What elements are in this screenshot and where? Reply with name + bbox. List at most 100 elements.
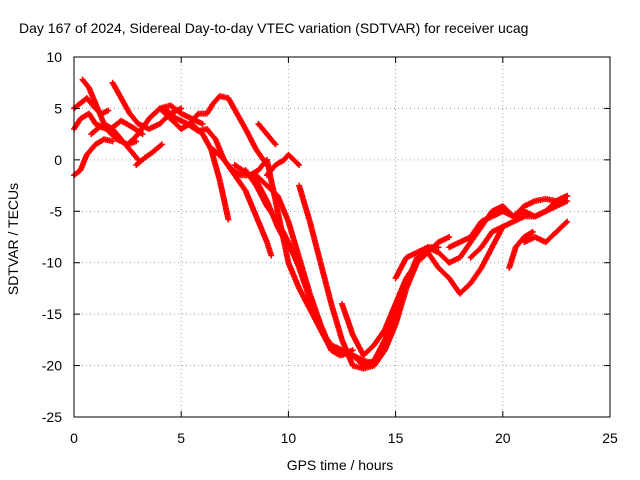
data-track-markers [265, 132, 278, 147]
data-track-markers [168, 103, 183, 116]
data-point [268, 252, 275, 259]
data-track-markers [543, 230, 559, 244]
x-tick-label: 20 [495, 430, 511, 446]
data-track-markers [339, 302, 356, 337]
data-track-markers [296, 184, 313, 223]
data-series-track [506, 228, 536, 271]
data-track-markers [362, 358, 376, 368]
data-track-markers [93, 101, 107, 126]
data-track-markers [265, 183, 280, 198]
data-track-markers [158, 106, 173, 121]
data-track-markers [205, 127, 218, 141]
data-track-markers [522, 229, 535, 240]
data-track-markers [110, 81, 124, 100]
data-track-markers [307, 220, 324, 265]
data-track-markers [136, 117, 152, 136]
y-tick-label: 0 [54, 152, 62, 168]
axis-ticks [73, 56, 611, 418]
data-track-markers [232, 173, 248, 193]
y-tick-label: -5 [50, 203, 63, 219]
data-track-markers [72, 168, 83, 178]
data-point [158, 141, 165, 148]
data-track-markers [447, 276, 462, 296]
data-point [225, 216, 232, 223]
axis-tick-labels: 0 5 10 15 20 25 -25 -20 -15 -10 -5 0 5 10 [42, 49, 618, 446]
data-track-markers [217, 179, 231, 221]
data-track-markers [468, 220, 484, 239]
data-track-markers [265, 163, 278, 177]
data-track-markers [436, 266, 451, 280]
y-tick-label: -10 [42, 255, 62, 271]
data-series-track [263, 151, 303, 179]
data-track-markers [361, 343, 376, 358]
data-series [71, 76, 571, 372]
data-track-markers [275, 194, 291, 224]
data-track-markers [286, 261, 302, 290]
data-series-track [146, 93, 270, 168]
data-point [529, 228, 536, 235]
data-point [435, 244, 442, 251]
data-track-markers [274, 157, 286, 168]
data-series-track [71, 136, 116, 179]
data-track-markers [468, 225, 484, 244]
chart-title: Day 167 of 2024, Sidereal Day-to-day VTE… [19, 20, 528, 36]
x-tick-label: 10 [281, 430, 297, 446]
data-series-track [88, 117, 146, 138]
data-point [109, 138, 116, 145]
data-track-markers [253, 214, 270, 244]
data-point [199, 120, 206, 127]
data-point [349, 347, 356, 354]
data-track-markers [264, 240, 274, 257]
data-track-markers [318, 322, 334, 352]
data-track-markers [286, 240, 302, 270]
data-track-markers [143, 149, 155, 160]
data-track-markers [254, 173, 269, 188]
y-tick-label: -20 [42, 358, 62, 374]
data-track-markers [254, 184, 270, 208]
data-point [336, 352, 343, 359]
data-track-markers [404, 256, 420, 285]
data-track-markers [211, 94, 222, 106]
data-track-markers [211, 147, 226, 162]
data-track-markers [71, 117, 83, 131]
data-track-markers [72, 101, 83, 111]
data-track-markers [162, 106, 179, 121]
data-track-markers [286, 152, 301, 167]
data-track-markers [285, 220, 302, 259]
data-track-markers [119, 118, 134, 130]
data-track-markers [328, 302, 345, 342]
data-track-markers [175, 116, 190, 127]
data-track-markers [125, 132, 141, 147]
grid-lines [74, 57, 610, 417]
data-track-markers [275, 220, 291, 244]
data-track-markers [404, 250, 419, 260]
data-track-markers [468, 266, 484, 285]
data-point [564, 218, 571, 225]
data-track-markers [243, 168, 259, 188]
data-series-track [521, 218, 571, 246]
y-tick-label: -15 [42, 306, 62, 322]
data-track-markers [393, 256, 409, 280]
data-track-markers [204, 101, 216, 116]
data-point [105, 107, 112, 114]
x-axis-label: GPS time / hours [287, 457, 394, 473]
data-track-markers [243, 189, 259, 218]
y-axis-label: SDTVAR / TECUs [5, 183, 21, 295]
data-track-markers [80, 78, 91, 90]
data-series-track [467, 192, 571, 261]
data-track-markers [110, 127, 124, 141]
data-track-markers [84, 142, 98, 157]
data-track-markers [282, 153, 291, 162]
data-track-markers [425, 250, 441, 270]
data-point [446, 234, 453, 240]
x-tick-label: 0 [70, 430, 78, 446]
x-tick-label: 25 [602, 430, 618, 446]
data-point [564, 198, 571, 204]
data-track-markers [93, 137, 106, 147]
data-track-markers [506, 245, 519, 270]
data-track-markers [222, 158, 237, 177]
data-track-markers [226, 96, 240, 116]
data-track-markers [329, 348, 342, 358]
data-track-markers [134, 156, 147, 167]
